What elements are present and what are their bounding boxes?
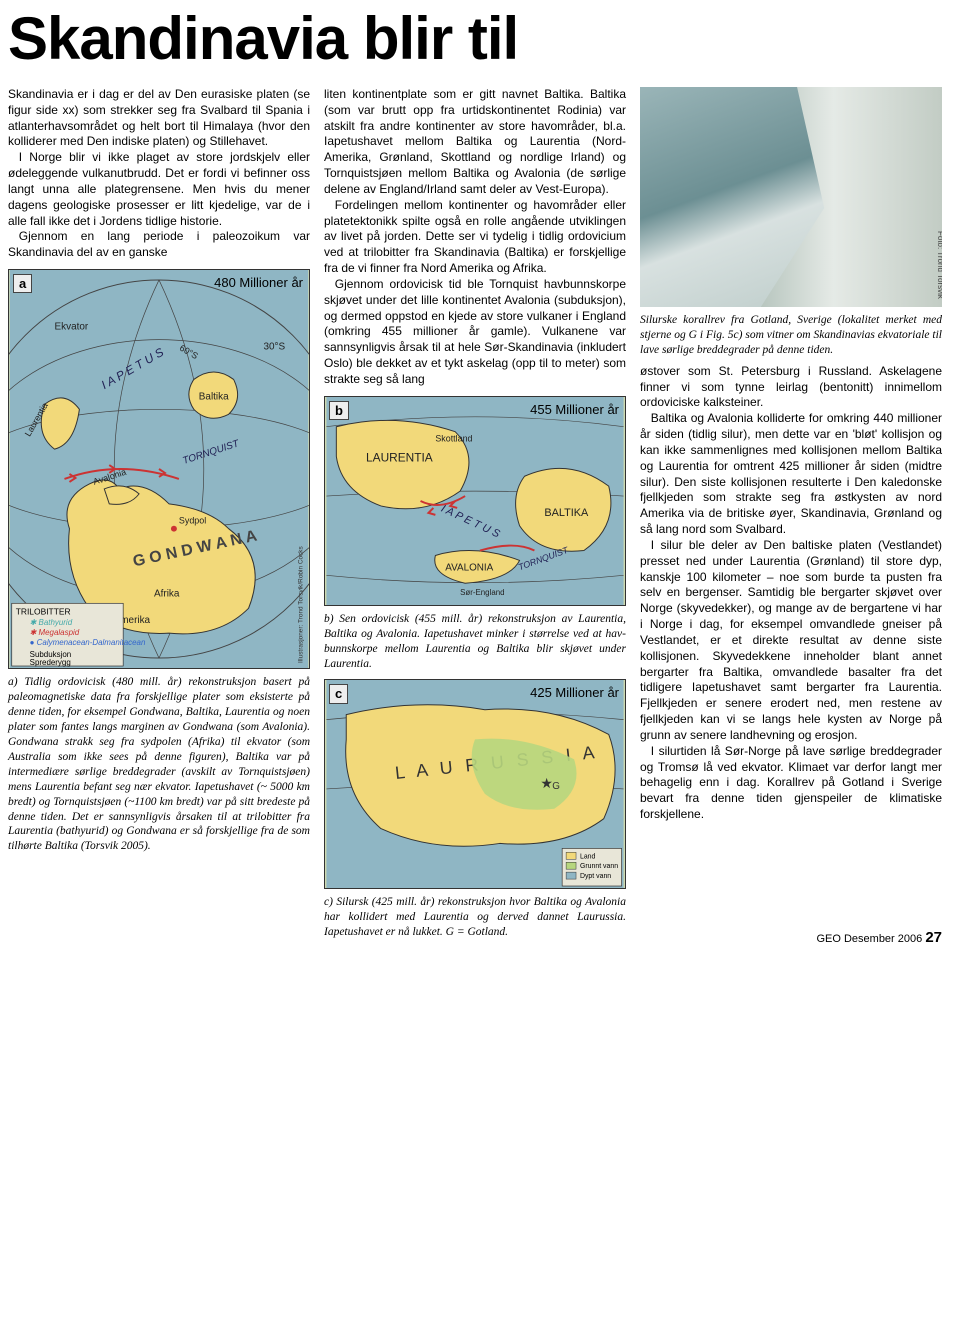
svg-text:Sør-England: Sør-England bbox=[460, 588, 504, 597]
figure-b-label: b bbox=[329, 401, 349, 420]
col1-body: Skandinavia er i dag er del av Den euras… bbox=[8, 87, 310, 261]
svg-text:BALTIKA: BALTIKA bbox=[544, 507, 589, 519]
col3-p2: Baltika og Avalonia kolliderte for omkri… bbox=[640, 411, 942, 538]
page: Skandinavia blir til Skandinavia er i da… bbox=[0, 4, 960, 952]
svg-text:TRILOBITTER: TRILOBITTER bbox=[16, 606, 71, 616]
column-3: Foto: Trond Torsvik Silurske korallrev f… bbox=[640, 87, 942, 940]
svg-text:Sydpol: Sydpol bbox=[179, 516, 206, 526]
columns: Skandinavia er i dag er del av Den euras… bbox=[8, 87, 942, 940]
svg-text:Dypt vann: Dypt vann bbox=[580, 874, 611, 881]
svg-text:Skottland: Skottland bbox=[435, 433, 472, 443]
svg-text:LAURENTIA: LAURENTIA bbox=[366, 450, 433, 464]
figure-a-map: G O N D W A N A Afrika Sør-Amerika Sydpo… bbox=[9, 270, 309, 668]
photo-credit: Foto: Trond Torsvik bbox=[934, 231, 942, 299]
col3-p1: østover som St. Petersburg i Russland. A… bbox=[640, 364, 942, 411]
svg-text:AVALONIA: AVALONIA bbox=[445, 562, 493, 573]
svg-text:Land: Land bbox=[580, 854, 596, 861]
col1-p3: Gjennom en lang periode i paleo­zoikum v… bbox=[8, 229, 310, 261]
col3-body: østover som St. Petersburg i Russland. A… bbox=[640, 364, 942, 823]
svg-text:Afrika: Afrika bbox=[154, 588, 180, 599]
svg-text:Ekvator: Ekvator bbox=[55, 322, 89, 333]
col3-p3: I silur ble deler av Den baltiske platen… bbox=[640, 538, 942, 744]
svg-text:✱ Bathyurid: ✱ Bathyurid bbox=[30, 618, 73, 627]
photo-caption: Silurske korallrev fra Gotland, Sverige … bbox=[640, 313, 942, 358]
page-title: Skandinavia blir til bbox=[8, 4, 942, 73]
svg-text:30°S: 30°S bbox=[263, 342, 285, 353]
col1-p1: Skandinavia er i dag er del av Den euras… bbox=[8, 87, 310, 150]
svg-text:Grunnt vann: Grunnt vann bbox=[580, 864, 618, 871]
figure-a-caption: a) Tidlig ordovicisk (480 mill. år) reko… bbox=[8, 675, 310, 854]
col1-p2: I Norge blir vi ikke plaget av store jor… bbox=[8, 150, 310, 229]
figure-c-time: 425 Millioner år bbox=[530, 684, 619, 701]
svg-text:Illustrasjoner: Trond Torsvik/: Illustrasjoner: Trond Torsvik/Robin Cock… bbox=[297, 546, 304, 663]
figure-a-label: a bbox=[13, 274, 32, 293]
figure-b: b 455 Millioner år LAURENTIA Skottland B… bbox=[324, 396, 626, 606]
figure-c-map: L A U R U S S I A ★ G Land Grunnt vann D… bbox=[325, 680, 625, 888]
footer-page-number: 27 bbox=[925, 929, 942, 946]
figure-b-time: 455 Millioner år bbox=[530, 401, 619, 418]
figure-b-caption: b) Sen ordovicisk (455 mill. år) rekonst… bbox=[324, 612, 626, 672]
figure-c-caption: c) Silursk (425 mill. år) rekonstruksjon… bbox=[324, 895, 626, 940]
figure-a: a 480 Millioner år G O N D W A N A Afrik… bbox=[8, 269, 310, 669]
footer-issue: GEO Desember 2006 bbox=[816, 933, 922, 945]
svg-text:Sprederygg: Sprederygg bbox=[30, 658, 71, 667]
figure-c-label: c bbox=[329, 684, 348, 703]
column-2: liten kontinentplate som er gitt navnet … bbox=[324, 87, 626, 940]
svg-text:★: ★ bbox=[540, 775, 552, 791]
col2-p3: Gjennom ordovicisk tid ble Tornquist hav… bbox=[324, 277, 626, 388]
col2-body: liten kontinentplate som er gitt navnet … bbox=[324, 87, 626, 388]
svg-text:Baltika: Baltika bbox=[199, 391, 229, 402]
page-footer: GEO Desember 2006 27 bbox=[816, 929, 942, 946]
photo-gotland: Foto: Trond Torsvik bbox=[640, 87, 942, 307]
column-1: Skandinavia er i dag er del av Den euras… bbox=[8, 87, 310, 940]
svg-text:● Calymenacean-Dalmanitacean: ● Calymenacean-Dalmanitacean bbox=[30, 638, 146, 647]
col3-p4: I silurtiden lå Sør-Norge på lave sørlig… bbox=[640, 744, 942, 823]
svg-text:✱ Megalaspid: ✱ Megalaspid bbox=[30, 628, 80, 637]
col2-p1: liten kontinentplate som er gitt navnet … bbox=[324, 87, 626, 198]
svg-text:G: G bbox=[552, 781, 560, 792]
photo-cliff bbox=[761, 87, 942, 307]
figure-c: c 425 Millioner år L A U R U S S I A ★ G bbox=[324, 679, 626, 889]
col2-p2: Fordelingen mellom kontinenter og havomr… bbox=[324, 198, 626, 277]
figure-a-time: 480 Millioner år bbox=[214, 274, 303, 291]
figure-b-map: LAURENTIA Skottland BALTIKA AVALONIA Sør… bbox=[325, 397, 625, 605]
